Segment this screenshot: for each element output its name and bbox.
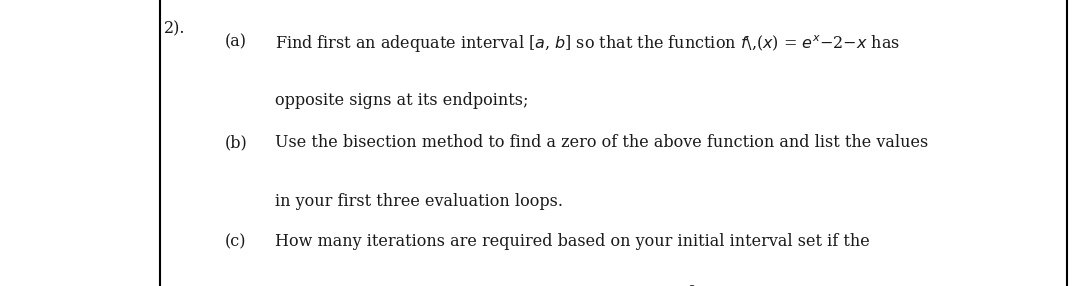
Text: in your first three evaluation loops.: in your first three evaluation loops.	[275, 193, 564, 210]
Text: (a): (a)	[225, 33, 246, 50]
Text: How many iterations are required based on your initial interval set if the: How many iterations are required based o…	[275, 233, 870, 250]
Text: 2).: 2).	[164, 20, 186, 37]
Text: Find first an adequate interval [$a$, $b$] so that the function $f$\,($x$) = $e^: Find first an adequate interval [$a$, $b…	[275, 33, 901, 54]
Text: (c): (c)	[225, 233, 246, 250]
Text: approximate solution has an error less than $\delta$=10$^{-2}$?: approximate solution has an error less t…	[275, 283, 706, 286]
Text: Use the bisection method to find a zero of the above function and list the value: Use the bisection method to find a zero …	[275, 134, 929, 151]
Text: (b): (b)	[225, 134, 247, 151]
Text: opposite signs at its endpoints;: opposite signs at its endpoints;	[275, 92, 529, 108]
